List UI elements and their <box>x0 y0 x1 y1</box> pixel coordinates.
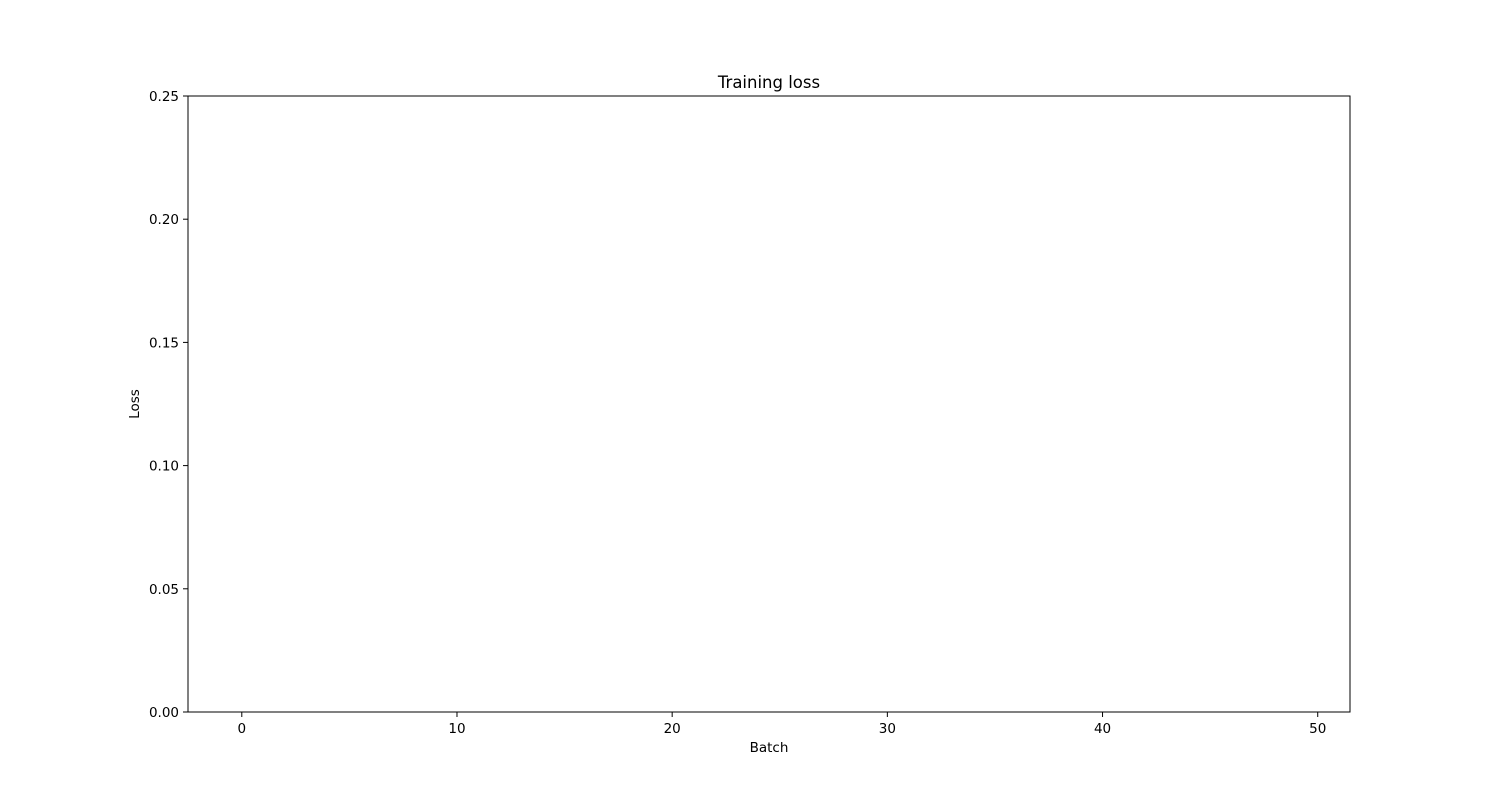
x-tick-label: 0 <box>237 721 246 737</box>
y-tick-label: 0.20 <box>149 212 179 228</box>
y-axis-ticks: 0.00 0.05 0.10 0.15 0.20 0.25 <box>149 89 188 721</box>
y-tick-label: 0.25 <box>149 89 179 105</box>
x-tick-label: 20 <box>664 721 681 737</box>
y-tick-label: 0.00 <box>149 705 179 721</box>
x-tick-label: 10 <box>448 721 465 737</box>
x-tick-label: 40 <box>1094 721 1111 737</box>
y-tick-label: 0.05 <box>149 582 179 598</box>
y-tick-label: 0.10 <box>149 459 179 475</box>
x-tick-label: 30 <box>879 721 896 737</box>
chart-title: Training loss <box>717 73 820 92</box>
x-axis-label: Batch <box>750 740 789 756</box>
y-axis-label: Loss <box>127 389 143 419</box>
plot-frame <box>187 95 1351 713</box>
x-axis-ticks: 0 10 20 30 40 50 <box>237 712 1326 737</box>
y-tick-label: 0.15 <box>149 335 179 351</box>
x-tick-label: 50 <box>1309 721 1326 737</box>
